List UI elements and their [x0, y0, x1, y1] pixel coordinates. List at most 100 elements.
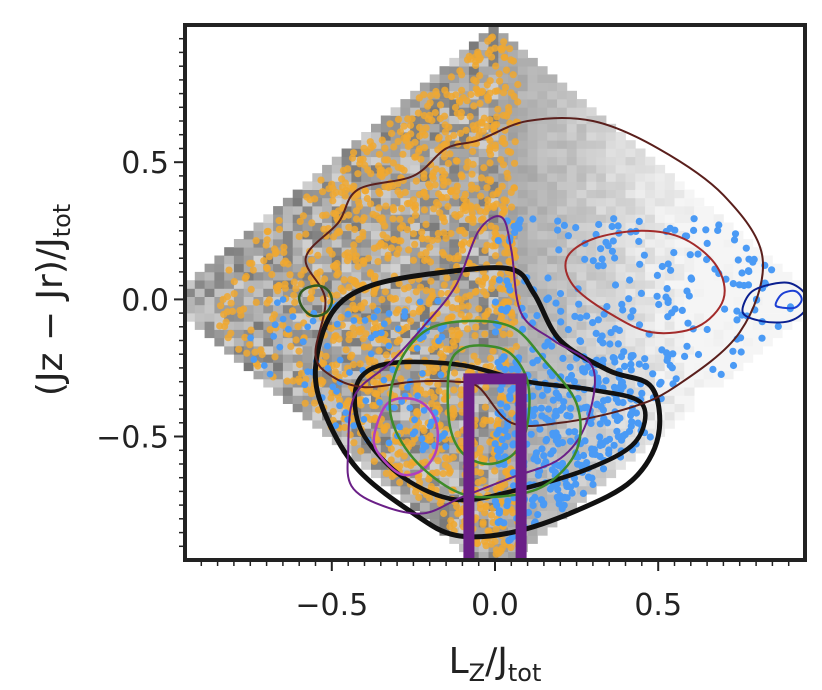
density-cell	[674, 206, 685, 215]
density-cell	[429, 502, 440, 511]
density-cell	[527, 132, 538, 141]
density-cell	[508, 518, 519, 528]
density-cell	[743, 321, 754, 330]
scatter-point-blue	[559, 354, 567, 362]
scatter-point-orange	[450, 342, 458, 350]
density-cell	[547, 510, 558, 520]
density-cell	[449, 173, 460, 182]
density-cell	[292, 189, 303, 199]
density-cell	[527, 354, 538, 363]
scatter-point-blue	[690, 215, 698, 223]
scatter-point-orange	[475, 126, 483, 135]
density-cell	[527, 510, 538, 520]
density-cell	[664, 173, 675, 182]
density-cell	[498, 502, 509, 511]
scatter-point-orange	[493, 87, 501, 95]
density-cell	[615, 255, 626, 265]
density-cell	[439, 156, 450, 166]
density-cell	[253, 354, 264, 363]
scatter-point-orange	[400, 134, 408, 142]
density-cell	[224, 313, 235, 322]
density-cell	[664, 321, 675, 330]
scatter-point-orange	[438, 193, 446, 201]
scatter-point-blue	[614, 340, 622, 348]
density-cell	[508, 453, 519, 462]
density-cell	[243, 288, 254, 297]
scatter-point-blue	[664, 313, 672, 321]
scatter-point-blue	[641, 355, 649, 363]
density-cell	[361, 206, 372, 215]
scatter-point-blue	[629, 307, 637, 315]
scatter-point-blue	[370, 313, 378, 321]
scatter-point-orange	[498, 544, 506, 552]
density-cell	[488, 156, 499, 166]
density-cell	[625, 280, 636, 289]
scatter-point-blue	[579, 365, 587, 373]
scatter-point-orange	[426, 378, 434, 386]
scatter-point-blue	[734, 256, 742, 264]
density-cell	[713, 247, 724, 256]
density-cell	[703, 354, 714, 363]
density-cell	[361, 444, 372, 454]
density-cell	[322, 395, 333, 404]
density-cell	[635, 337, 646, 347]
scatter-point-orange	[383, 234, 391, 242]
density-cell	[312, 321, 323, 330]
density-cell	[557, 90, 568, 100]
scatter-point-orange	[350, 241, 358, 249]
density-cell	[635, 354, 646, 363]
density-cell	[273, 230, 284, 240]
density-cell	[331, 346, 342, 355]
scatter-point-blue	[683, 287, 691, 295]
scatter-point-orange	[508, 203, 516, 211]
density-cell	[566, 164, 577, 174]
scatter-point-orange	[388, 129, 396, 137]
density-cell	[429, 189, 440, 199]
scatter-point-orange	[331, 261, 339, 269]
scatter-point-orange	[453, 109, 461, 117]
scatter-point-orange	[248, 259, 256, 267]
scatter-point-orange	[442, 140, 451, 148]
scatter-point-blue	[618, 300, 626, 308]
contour-line	[346, 215, 596, 515]
density-cell	[351, 428, 362, 437]
density-cell	[312, 222, 323, 232]
scatter-point-blue	[611, 281, 620, 289]
density-cell	[586, 271, 597, 281]
density-cell	[547, 132, 558, 141]
scatter-point-orange	[337, 284, 345, 292]
density-cell	[664, 239, 675, 248]
density-cell	[645, 321, 656, 330]
scatter-point-orange	[356, 328, 364, 336]
density-cell	[243, 329, 254, 339]
scatter-point-orange	[265, 296, 273, 304]
density-cell	[684, 222, 695, 232]
density-cell	[331, 164, 342, 174]
density-cell	[380, 140, 391, 149]
density-cell	[527, 271, 538, 281]
scatter-point-orange	[349, 361, 357, 369]
density-cell	[635, 148, 646, 158]
density-cell	[625, 255, 636, 265]
scatter-point-orange	[367, 200, 375, 208]
density-cell	[713, 321, 724, 330]
scatter-point-orange	[502, 508, 510, 516]
scatter-point-orange	[281, 280, 289, 288]
density-cell	[508, 99, 519, 108]
scatter-point-blue	[509, 482, 518, 490]
density-cell	[557, 280, 568, 289]
density-cell	[674, 296, 685, 306]
scatter-point-blue	[416, 298, 424, 306]
scatter-point-orange	[499, 202, 507, 210]
scatter-point-blue	[501, 427, 509, 435]
density-cell	[331, 313, 342, 322]
density-cell	[625, 214, 636, 223]
density-cell	[674, 387, 685, 396]
density-cell	[566, 263, 577, 273]
density-cell	[566, 181, 577, 190]
scatter-point-orange	[295, 347, 303, 355]
density-cell	[292, 354, 303, 363]
scatter-point-blue	[568, 489, 576, 497]
density-cell	[605, 321, 617, 330]
density-cell	[439, 378, 450, 388]
